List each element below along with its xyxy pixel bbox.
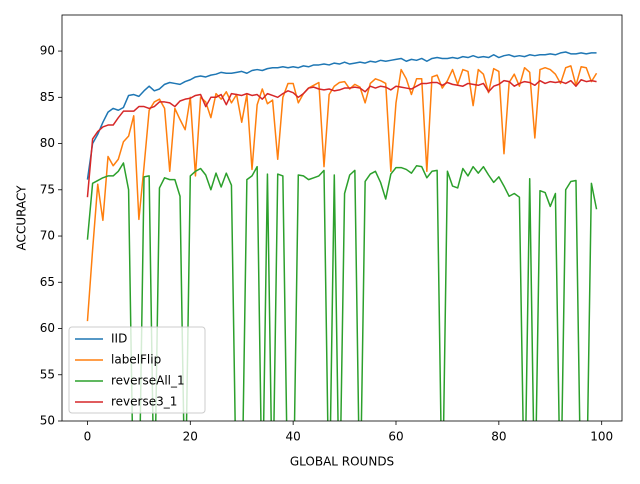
y-tick-label: 70 xyxy=(40,229,55,243)
series-line xyxy=(86,65,598,322)
y-tick-label: 55 xyxy=(40,367,55,381)
y-tick-label: 50 xyxy=(40,414,55,428)
legend-label: IID xyxy=(111,332,127,346)
y-tick-label: 85 xyxy=(40,90,55,104)
legend-label: reverse3_1 xyxy=(111,395,177,409)
axes-frame xyxy=(61,14,623,422)
plot-lines xyxy=(86,51,598,421)
y-tick-label: 65 xyxy=(40,275,55,289)
y-tick-label: 90 xyxy=(40,44,55,58)
y-tick-label: 75 xyxy=(40,182,55,196)
legend-label: labelFlip xyxy=(111,353,161,367)
x-tick-label: 60 xyxy=(388,430,403,444)
series-line xyxy=(86,51,597,180)
y-tick-label: 60 xyxy=(40,321,55,335)
y-tick-label: 80 xyxy=(40,136,55,150)
x-tick-label: 0 xyxy=(84,430,92,444)
series-line xyxy=(86,162,598,421)
x-tick-label: 40 xyxy=(286,430,301,444)
y-axis-label: ACCURACY xyxy=(15,185,29,251)
x-tick-label: 20 xyxy=(183,430,198,444)
legend-label: reverseAll_1 xyxy=(111,374,185,388)
x-axis-label: GLOBAL ROUNDS xyxy=(290,455,394,469)
x-tick-label: 100 xyxy=(590,430,613,444)
x-tick-label: 80 xyxy=(491,430,506,444)
series-line xyxy=(86,78,597,198)
legend-box xyxy=(68,326,206,414)
